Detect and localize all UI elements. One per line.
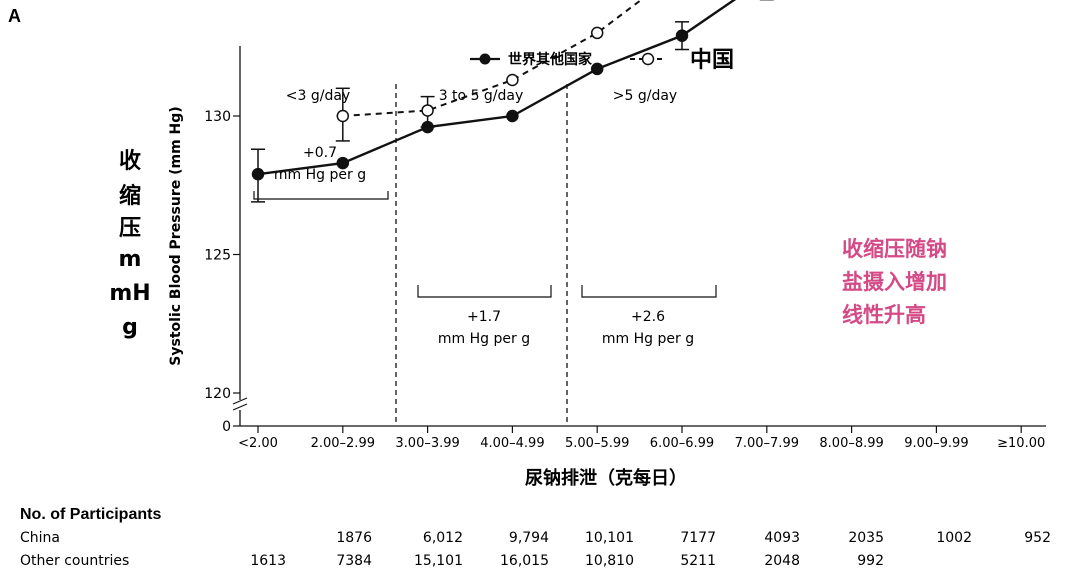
legend-marker-china [641, 52, 655, 66]
y-axis-label-cn-char: mH [109, 281, 150, 306]
slope-value-mid: +1.7 [467, 309, 501, 325]
legend-marker-other [479, 53, 491, 65]
y-tick-label: 0 [222, 419, 231, 435]
legend-label-china: 中国 [690, 48, 734, 73]
annotation-line-3: 线性升高 [842, 303, 926, 327]
data-point-other-countries [336, 156, 350, 170]
y-tick-label: 125 [204, 248, 231, 264]
axes [232, 46, 1046, 427]
axis-break-mark [232, 397, 248, 405]
slope-bracket-high [581, 285, 717, 298]
data-point-china [506, 73, 519, 87]
participants-cell: 1876 [336, 530, 372, 546]
region-label-low: <3 g/day [286, 88, 350, 104]
x-tick-label: 7.00–7.99 [735, 436, 799, 451]
annotation-line-2: 盐摄入增加 [842, 270, 947, 294]
x-tick-label: 2.00–2.99 [311, 436, 375, 451]
participants-cell: 15,101 [414, 553, 463, 569]
participants-cell: 2035 [848, 530, 884, 546]
participants-cell: 7177 [680, 530, 716, 546]
participants-cell: 6,012 [423, 530, 463, 546]
y-axis-label-cn-char: 缩 [119, 183, 141, 209]
data-point-china [336, 109, 350, 123]
y-axis-label-cn-char: m [119, 247, 142, 272]
x-tick-label: 3.00–3.99 [395, 436, 459, 451]
panel-label: A [8, 6, 21, 26]
y-ticks: 1201251301351401450 [204, 109, 240, 435]
y-axis-label-cn-char: 收 [119, 148, 141, 174]
y-axis-label-cn-char: 压 [119, 216, 141, 241]
x-axis-label: 尿钠排泄（克每日） [525, 467, 687, 489]
x-tick-label: <2.00 [238, 436, 278, 451]
y-axis-label: Systolic Blood Pressure (mm Hg) [168, 106, 184, 365]
data-point-other-countries [506, 109, 519, 123]
data-point-other-countries [675, 29, 689, 42]
participants-cell: 992 [857, 553, 884, 569]
participants-row-label-china: China [20, 530, 60, 546]
slope-bracket-mid [417, 285, 552, 298]
slope-bracket-low [253, 191, 389, 200]
annotation-line-1: 收缩压随钠 [842, 237, 947, 261]
legend-label-other: 世界其他国家 [508, 51, 593, 68]
participants-cell: 952 [1024, 530, 1051, 546]
region-label-high: >5 g/day [613, 88, 677, 104]
slope-unit-low: mm Hg per g [274, 167, 366, 183]
participants-cell: 10,810 [585, 553, 634, 569]
data-point-china [421, 104, 434, 117]
data-point-china [590, 26, 604, 40]
x-tick-label: 4.00–4.99 [480, 436, 544, 451]
y-axis-label-cn-char: g [122, 315, 138, 340]
participants-cell: 2048 [764, 553, 800, 569]
participants-cell: 7384 [336, 553, 372, 569]
participants-row-label-other: Other countries [20, 553, 129, 569]
slope-unit-high: mm Hg per g [602, 331, 694, 347]
legend: 世界其他国家 中国 [470, 48, 734, 73]
y-tick-label: 130 [204, 109, 231, 125]
participants-cell: 4093 [764, 530, 800, 546]
data-point-other-countries [590, 62, 604, 76]
x-ticks: <2.00 2.00–2.99 3.00–3.99 4.00–4.99 5.00–5.9… [238, 426, 1045, 451]
participants-cell: 1613 [250, 553, 286, 569]
participants-cell: 16,015 [500, 553, 549, 569]
region-label-mid: 3 to 5 g/day [439, 88, 524, 104]
data-point-other-countries [251, 167, 265, 181]
y-tick-label: 120 [204, 386, 231, 402]
axis-break-mark [232, 403, 248, 411]
participants-values: 1876 6,012 9,794 10,101 7177 4093 2035 1002 952 1… [250, 530, 1051, 569]
x-tick-label: 6.00–6.99 [650, 436, 714, 451]
x-tick-label: ≥10.00 [997, 436, 1045, 451]
x-tick-label: 5.00–5.99 [565, 436, 629, 451]
slope-unit-mid: mm Hg per g [438, 331, 530, 347]
series-layer [251, 0, 774, 203]
x-tick-label: 8.00–8.99 [819, 436, 883, 451]
series-line-china [342, 0, 643, 117]
participants-cell: 5211 [680, 553, 716, 569]
participants-heading: No. of Participants [20, 506, 161, 523]
series-line-other-countries [257, 0, 737, 176]
participants-cell: 10,101 [585, 530, 634, 546]
participants-cell: 1002 [936, 530, 972, 546]
x-tick-label: 9.00–9.99 [904, 436, 968, 451]
slope-value-low: +0.7 [303, 145, 337, 161]
slope-value-high: +2.6 [631, 309, 665, 325]
participants-cell: 9,794 [509, 530, 549, 546]
